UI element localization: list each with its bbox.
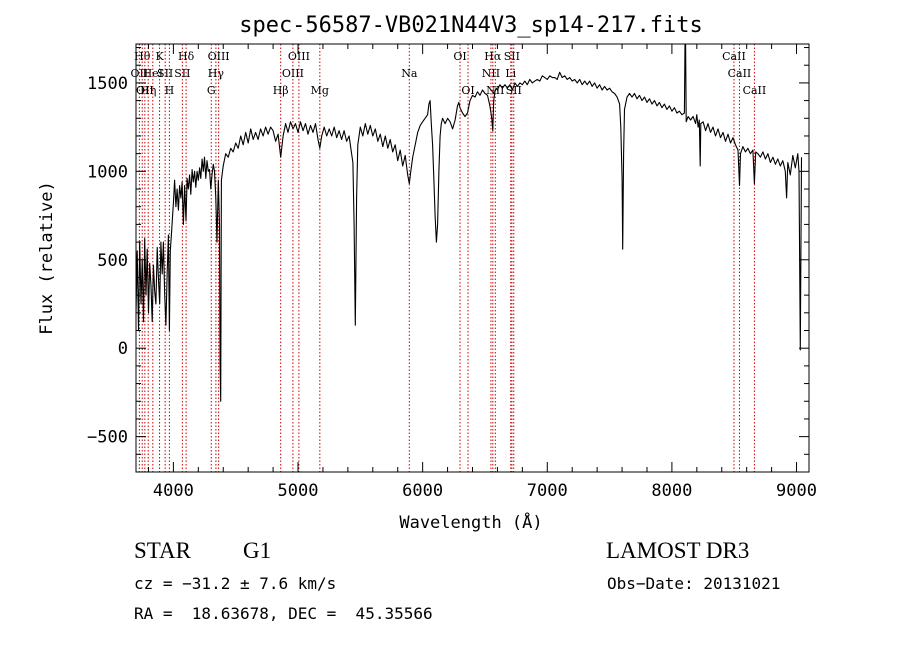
line-marker-label: Na	[401, 67, 418, 80]
line-marker-label: Mg	[311, 84, 329, 97]
x-tick-label: 9000	[776, 481, 817, 501]
plot-frame	[135, 43, 810, 473]
coordinates: RA = 18.63678, DEC = 45.35566	[134, 604, 433, 623]
x-tick-label: 8000	[651, 481, 692, 501]
line-marker-label: OII	[136, 84, 154, 97]
line-marker-label: Hα	[484, 50, 502, 63]
line-marker-label: NII	[482, 67, 500, 80]
y-tick-label: 500	[97, 251, 128, 271]
object-subclass: G1	[243, 538, 272, 563]
spectrum-chart: spec-56587-VB021N44V3_sp14-217.fits OIIH…	[37, 13, 817, 533]
line-marker-label: OI	[453, 50, 466, 63]
line-marker-label: Hη	[140, 84, 156, 97]
y-tick-label: 1000	[87, 162, 128, 182]
x-axis: 4000 5000 6000 7000 8000 9000	[147, 44, 817, 501]
line-marker-label: OI	[461, 84, 474, 97]
spectrum-series	[135, 43, 803, 402]
line-marker-label: HeI	[143, 67, 163, 80]
chart-title: spec-56587-VB021N44V3_sp14-217.fits	[239, 13, 703, 38]
line-marker-label: Hδ	[178, 50, 195, 63]
object-class: STAR	[134, 538, 191, 563]
line-marker-label: CaII	[743, 84, 767, 97]
line-marker-label: OII	[131, 67, 149, 80]
redshift-velocity: cz = −31.2 ± 7.6 km/s	[134, 574, 337, 593]
survey-release: LAMOST DR3	[606, 538, 750, 563]
x-tick-label: 4000	[153, 481, 194, 501]
y-tick-label: 1500	[87, 74, 128, 94]
line-marker-label: H	[165, 84, 175, 97]
line-marker-label: OIII	[208, 50, 230, 63]
x-tick-label: 7000	[527, 481, 568, 501]
line-marker-label: Li	[505, 67, 516, 80]
observation-date: Obs−Date: 20131021	[607, 574, 781, 593]
line-marker-label: SII	[157, 67, 173, 80]
x-tick-label: 6000	[402, 481, 443, 501]
spectrum-line	[135, 43, 803, 402]
line-marker-label: OIII	[288, 50, 310, 63]
line-marker-label: SII	[174, 67, 190, 80]
line-marker-label: K	[155, 50, 164, 63]
line-marker-label: CaII	[728, 67, 752, 80]
x-axis-label: Wavelength (Å)	[399, 511, 542, 533]
line-marker-label: SII	[504, 50, 520, 63]
line-marker-label: SII	[506, 84, 522, 97]
line-marker-label: Hθ	[134, 50, 151, 63]
y-axis-label: Flux (relative)	[37, 181, 57, 335]
line-marker-label: OIII	[282, 67, 304, 80]
line-marker-label: Hβ	[273, 84, 289, 97]
line-marker-label: G	[207, 84, 216, 97]
y-axis: −500 0 500 1000 1500	[87, 47, 809, 473]
x-tick-label: 5000	[278, 481, 319, 501]
y-tick-label: −500	[87, 428, 128, 448]
y-tick-label: 0	[118, 339, 128, 359]
line-marker-label: CaII	[722, 50, 746, 63]
line-marker-label: Hγ	[208, 67, 225, 80]
